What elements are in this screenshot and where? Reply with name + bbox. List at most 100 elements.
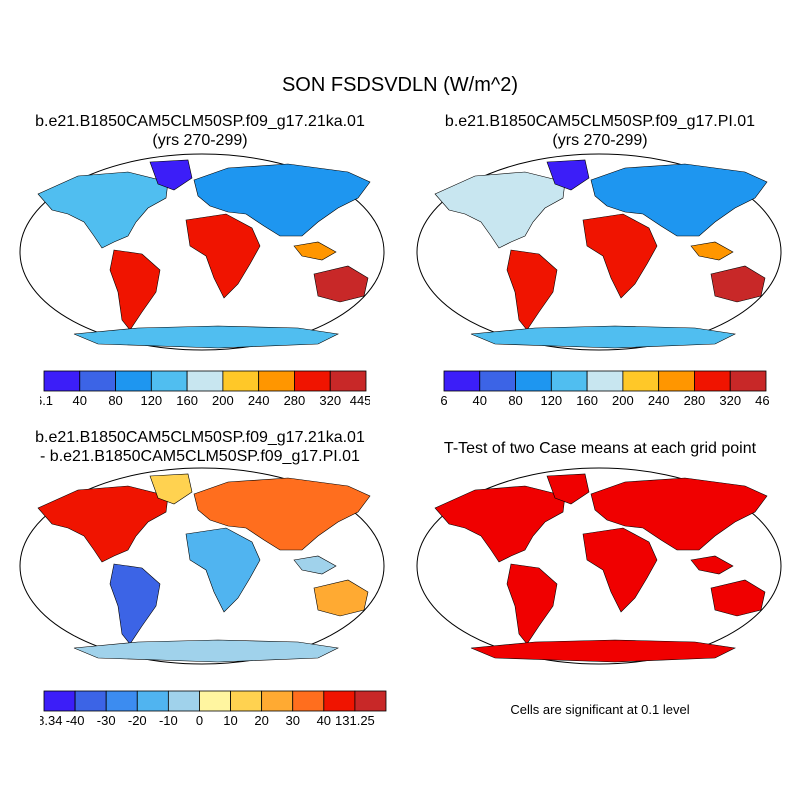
- colorbar-pi: 6 40 80 120 160 200 240 280 320 465: [440, 370, 770, 408]
- cbar3-box-9: [323, 690, 356, 712]
- cbar3-box-1: [74, 690, 107, 712]
- map3-land-australia: [313, 579, 369, 617]
- cbar1-tick-label: 445.9: [350, 393, 370, 408]
- map4-land-eurasia: [590, 477, 768, 551]
- cbar1-tick-label: 120: [140, 393, 162, 408]
- map3-land-north-america: [37, 485, 169, 563]
- cbar3-tick-label: 20: [254, 713, 268, 728]
- cbar2-box-7: [694, 370, 731, 392]
- cbar2-box-6: [658, 370, 695, 392]
- cbar3-tick-label: -10: [159, 713, 178, 728]
- map2-land-africa: [582, 213, 658, 299]
- cbar2-box-5: [622, 370, 660, 392]
- map-panel-ttest: [416, 467, 782, 665]
- cbar1-tick-label: 6.1: [40, 393, 53, 408]
- cbar2-box-1: [479, 370, 516, 392]
- cbar3-box-5: [199, 690, 231, 712]
- panel-2-title-line2: (yrs 270-299): [552, 132, 648, 149]
- cbar2-box-2: [515, 370, 552, 392]
- map1-land-eurasia: [193, 163, 371, 237]
- cbar1-tick-label: 160: [176, 393, 198, 408]
- cbar1-tick-label: 40: [73, 393, 87, 408]
- cbar1-tick-label: 200: [212, 393, 234, 408]
- map1-land-australia: [313, 265, 369, 303]
- map1-land-africa: [185, 213, 261, 299]
- panel-1-title-line2: (yrs 270-299): [152, 132, 248, 149]
- cbar3-box-6: [230, 690, 263, 712]
- map4-land-antarctica: [470, 639, 736, 663]
- cbar3-box-0: [43, 690, 76, 712]
- cbar1-tick-label: 280: [284, 393, 306, 408]
- map3-land-maritime-se-asia: [293, 555, 337, 575]
- map1-land-antarctica: [73, 325, 339, 349]
- cbar3-box-2: [105, 690, 138, 712]
- map1-land-greenland: [149, 159, 193, 191]
- map2-land-maritime-se-asia: [690, 241, 734, 261]
- cbar2-tick-label: 465: [755, 393, 770, 408]
- map4-land-greenland: [546, 473, 590, 505]
- panel-3-title: b.e21.B1850CAM5CLM50SP.f09_g17.21ka.01 -…: [0, 428, 400, 466]
- map3-land-africa: [185, 527, 261, 613]
- map3-land-antarctica: [73, 639, 339, 663]
- map4-land-maritime-se-asia: [690, 555, 734, 575]
- map2-land-australia: [710, 265, 766, 303]
- map2-land-eurasia: [590, 163, 768, 237]
- colorbar-21ka: 6.1 40 80 120 160 200 240 280 320 445.9: [40, 370, 370, 408]
- cbar2-box-8: [729, 370, 767, 392]
- map2-land-greenland: [546, 159, 590, 191]
- cbar3-tick-label: 0: [196, 713, 203, 728]
- cbar3-tick-label: 10: [223, 713, 237, 728]
- cbar1-tick-label: 320: [319, 393, 341, 408]
- panel-4-title: T-Test of two Case means at each grid po…: [400, 439, 800, 458]
- cbar2-tick-label: 120: [540, 393, 562, 408]
- cbar1-box-6: [258, 370, 295, 392]
- map4-globe: [416, 467, 782, 665]
- map1-land-maritime-se-asia: [293, 241, 337, 261]
- map-panel-21ka: [19, 153, 385, 351]
- cbar3-tick-label: -30: [97, 713, 116, 728]
- map3-globe: [19, 467, 385, 665]
- figure-title: SON FSDSVDLN (W/m^2): [281, 74, 519, 96]
- significance-note: Cells are significant at 0.1 level: [510, 702, 690, 717]
- cbar2-box-0: [443, 370, 481, 392]
- map2-globe: [416, 153, 782, 351]
- panel-1-title: b.e21.B1850CAM5CLM50SP.f09_g17.21ka.01 (…: [0, 112, 400, 150]
- cbar3-tick-label: -20: [128, 713, 147, 728]
- map1-land-south-america: [109, 249, 161, 331]
- cbar2-box-4: [586, 370, 624, 392]
- map3-land-greenland: [149, 473, 193, 505]
- cbar2-tick-label: 200: [612, 393, 634, 408]
- panel-3-title-line1: b.e21.B1850CAM5CLM50SP.f09_g17.21ka.01: [35, 429, 365, 446]
- cbar1-tick-label: 80: [108, 393, 122, 408]
- cbar1-box-4: [186, 370, 224, 392]
- map2-land-antarctica: [470, 325, 736, 349]
- cbar3-box-4: [167, 690, 200, 712]
- cbar1-box-3: [150, 370, 188, 392]
- map-panel-pi: [416, 153, 782, 351]
- map4-land-australia: [710, 579, 766, 617]
- cbar3-box-10: [354, 690, 387, 712]
- cbar3-tick-label: 40: [317, 713, 331, 728]
- cbar1-box-8: [329, 370, 367, 392]
- cbar2-tick-label: 240: [648, 393, 670, 408]
- map3-land-south-america: [109, 563, 161, 645]
- cbar1-box-2: [115, 370, 152, 392]
- cbar3-tick-label: -40: [66, 713, 85, 728]
- cbar2-box-3: [550, 370, 588, 392]
- panel-2-title-line1: b.e21.B1850CAM5CLM50SP.f09_g17.PI.01: [444, 113, 756, 130]
- cbar1-box-0: [43, 370, 81, 392]
- cbar3-tick-label: 131.25: [335, 713, 375, 728]
- cbar1-box-1: [79, 370, 116, 392]
- map1-globe: [19, 153, 385, 351]
- cbar3-box-8: [292, 690, 325, 712]
- colorbar-difference: -98.34 -40 -30 -20 -10 0 10 20 30 40 131.25: [40, 690, 387, 728]
- map1-land-north-america: [37, 171, 169, 249]
- cbar1-box-5: [222, 370, 260, 392]
- cbar3-box-3: [136, 690, 169, 712]
- map2-land-north-america: [434, 171, 566, 249]
- map-panel-difference: [19, 467, 385, 665]
- cbar1-tick-label: 240: [248, 393, 270, 408]
- cbar2-tick-label: 40: [473, 393, 487, 408]
- panel-1-title-line1: b.e21.B1850CAM5CLM50SP.f09_g17.21ka.01: [35, 113, 365, 130]
- map4-land-north-america: [434, 485, 566, 563]
